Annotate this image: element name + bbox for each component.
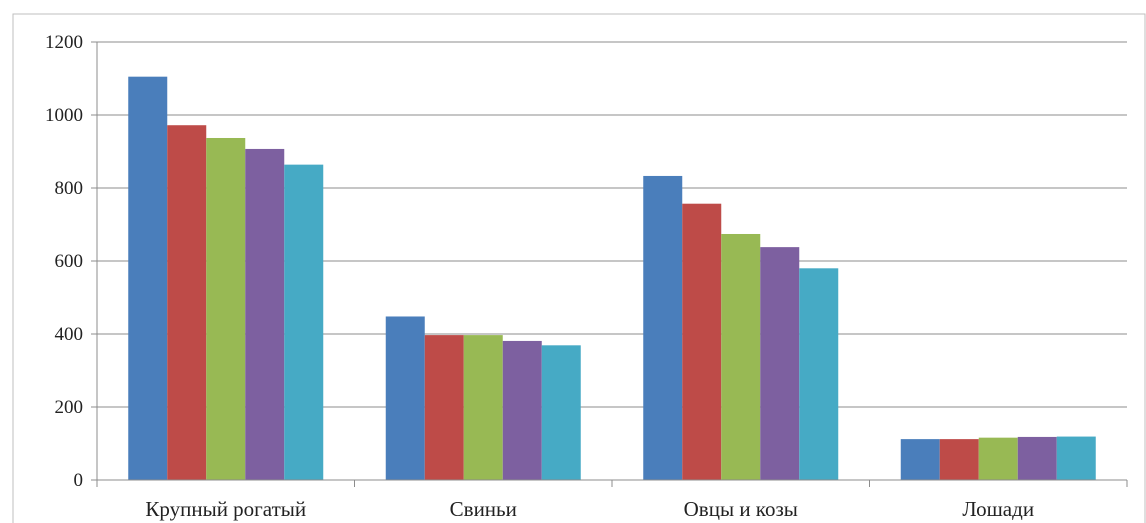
y-tick-label: 200 <box>55 397 84 418</box>
category-label: Лошади <box>962 497 1034 521</box>
x-category-labels: Крупный рогатый Свиньи Овцы и козы Лошади <box>145 497 1034 521</box>
bar <box>760 247 800 480</box>
bar <box>463 335 503 480</box>
bar <box>900 439 940 480</box>
y-tick-label: 600 <box>55 251 84 272</box>
bar <box>799 268 839 480</box>
bar <box>424 335 464 480</box>
bar <box>978 437 1018 480</box>
plot-border <box>12 13 1146 523</box>
y-tick-labels: 0 200 400 600 800 1000 1200 <box>45 32 83 491</box>
y-tick-label: 0 <box>74 470 84 491</box>
bar <box>643 175 683 480</box>
y-tick-label: 1200 <box>45 32 83 53</box>
bar <box>284 164 324 480</box>
bars <box>128 76 1096 481</box>
bar <box>245 148 285 480</box>
category-label: Крупный рогатый <box>145 497 306 521</box>
bar <box>128 76 168 481</box>
bar <box>1056 436 1096 480</box>
y-tick-label: 400 <box>55 324 84 345</box>
bar <box>541 345 581 480</box>
y-tick-label: 800 <box>55 178 84 199</box>
bar <box>385 316 425 480</box>
axes <box>91 41 1128 487</box>
y-tick-label: 1000 <box>45 105 83 126</box>
chart-area-border <box>12 13 1146 523</box>
bar <box>721 233 761 480</box>
bar <box>206 137 246 480</box>
bar <box>1017 436 1057 480</box>
bar <box>682 203 722 480</box>
bar <box>939 439 979 480</box>
category-label: Свиньи <box>450 497 517 521</box>
bar <box>502 340 542 480</box>
bar <box>167 125 207 480</box>
category-label: Овцы и козы <box>684 497 798 521</box>
